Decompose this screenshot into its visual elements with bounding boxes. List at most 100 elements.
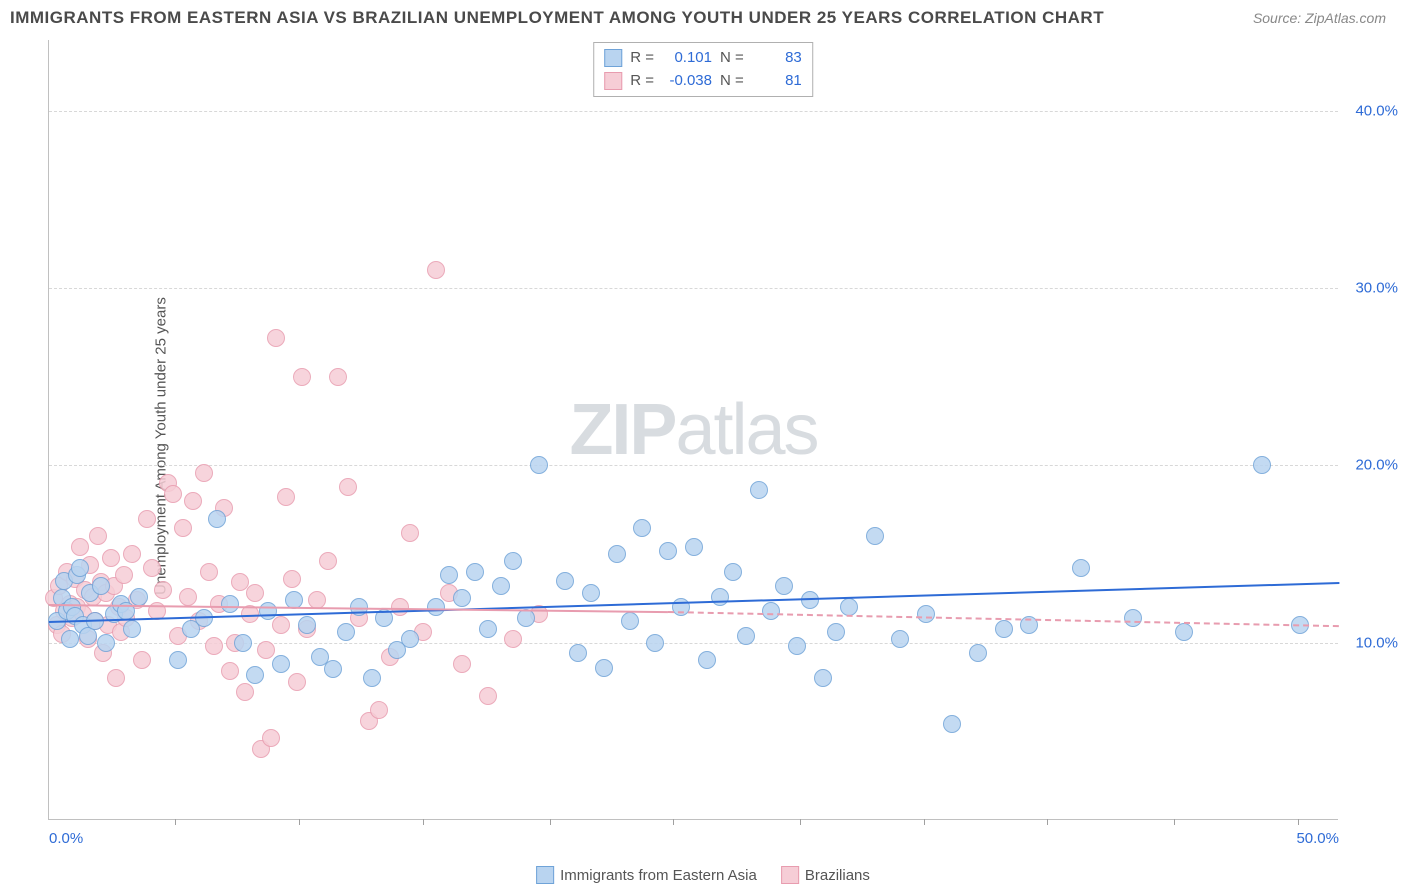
data-point (200, 563, 218, 581)
data-point (267, 329, 285, 347)
data-point (440, 566, 458, 584)
data-point (123, 545, 141, 563)
y-tick-label: 20.0% (1355, 457, 1398, 474)
x-tick (673, 819, 674, 825)
legend-swatch (781, 866, 799, 884)
data-point (827, 623, 845, 641)
plot-area: ZIPatlas 10.0%20.0%30.0%40.0%0.0%50.0% (48, 40, 1338, 820)
data-point (329, 368, 347, 386)
legend-r-label: R = (630, 47, 654, 70)
source-label: Source: ZipAtlas.com (1253, 10, 1386, 26)
data-point (221, 662, 239, 680)
data-point (298, 616, 316, 634)
data-point (659, 542, 677, 560)
data-point (943, 715, 961, 733)
data-point (479, 687, 497, 705)
data-point (174, 519, 192, 537)
data-point (154, 581, 172, 599)
data-point (61, 630, 79, 648)
data-point (556, 572, 574, 590)
x-tick (1047, 819, 1048, 825)
data-point (257, 641, 275, 659)
data-point (1124, 609, 1142, 627)
data-point (123, 620, 141, 638)
data-point (246, 666, 264, 684)
data-point (363, 669, 381, 687)
y-tick-label: 10.0% (1355, 634, 1398, 651)
data-point (633, 519, 651, 537)
y-tick-label: 30.0% (1355, 280, 1398, 297)
watermark-rest: atlas (675, 390, 817, 470)
data-point (621, 612, 639, 630)
legend-top-row: R =-0.038N =81 (604, 70, 802, 93)
data-point (107, 669, 125, 687)
data-point (337, 623, 355, 641)
x-tick (924, 819, 925, 825)
data-point (288, 673, 306, 691)
data-point (71, 559, 89, 577)
data-point (272, 655, 290, 673)
data-point (401, 524, 419, 542)
data-point (138, 510, 156, 528)
x-tick (550, 819, 551, 825)
data-point (195, 464, 213, 482)
legend-swatch (536, 866, 554, 884)
data-point (208, 510, 226, 528)
data-point (569, 644, 587, 662)
data-point (130, 588, 148, 606)
gridline (49, 288, 1338, 289)
data-point (427, 598, 445, 616)
data-point (293, 368, 311, 386)
data-point (504, 552, 522, 570)
data-point (504, 630, 522, 648)
data-point (891, 630, 909, 648)
data-point (283, 570, 301, 588)
data-point (724, 563, 742, 581)
data-point (517, 609, 535, 627)
data-point (762, 602, 780, 620)
data-point (466, 563, 484, 581)
data-point (814, 669, 832, 687)
data-point (453, 589, 471, 607)
data-point (401, 630, 419, 648)
data-point (737, 627, 755, 645)
data-point (262, 729, 280, 747)
data-point (1175, 623, 1193, 641)
y-tick-label: 40.0% (1355, 102, 1398, 119)
data-point (236, 683, 254, 701)
data-point (92, 577, 110, 595)
watermark: ZIPatlas (569, 389, 817, 471)
data-point (685, 538, 703, 556)
data-point (840, 598, 858, 616)
data-point (995, 620, 1013, 638)
data-point (595, 659, 613, 677)
legend-r-label: R = (630, 70, 654, 93)
gridline (49, 465, 1338, 466)
data-point (1253, 456, 1271, 474)
gridline (49, 111, 1338, 112)
data-point (646, 634, 664, 652)
data-point (492, 577, 510, 595)
legend-n-label: N = (720, 70, 744, 93)
data-point (775, 577, 793, 595)
legend-n-value: 81 (752, 70, 802, 93)
data-point (221, 595, 239, 613)
data-point (272, 616, 290, 634)
legend-series-name: Brazilians (805, 867, 870, 884)
data-point (71, 538, 89, 556)
data-point (788, 637, 806, 655)
x-tick (423, 819, 424, 825)
legend-series-name: Immigrants from Eastern Asia (560, 867, 757, 884)
data-point (698, 651, 716, 669)
data-point (133, 651, 151, 669)
data-point (169, 651, 187, 669)
data-point (319, 552, 337, 570)
data-point (711, 588, 729, 606)
legend-swatch (604, 72, 622, 90)
legend-bottom: Immigrants from Eastern Asia Brazilians (536, 866, 870, 884)
legend-top: R =0.101N =83R =-0.038N =81 (593, 42, 813, 97)
legend-bottom-item: Brazilians (781, 866, 870, 884)
data-point (750, 481, 768, 499)
data-point (102, 549, 120, 567)
data-point (866, 527, 884, 545)
